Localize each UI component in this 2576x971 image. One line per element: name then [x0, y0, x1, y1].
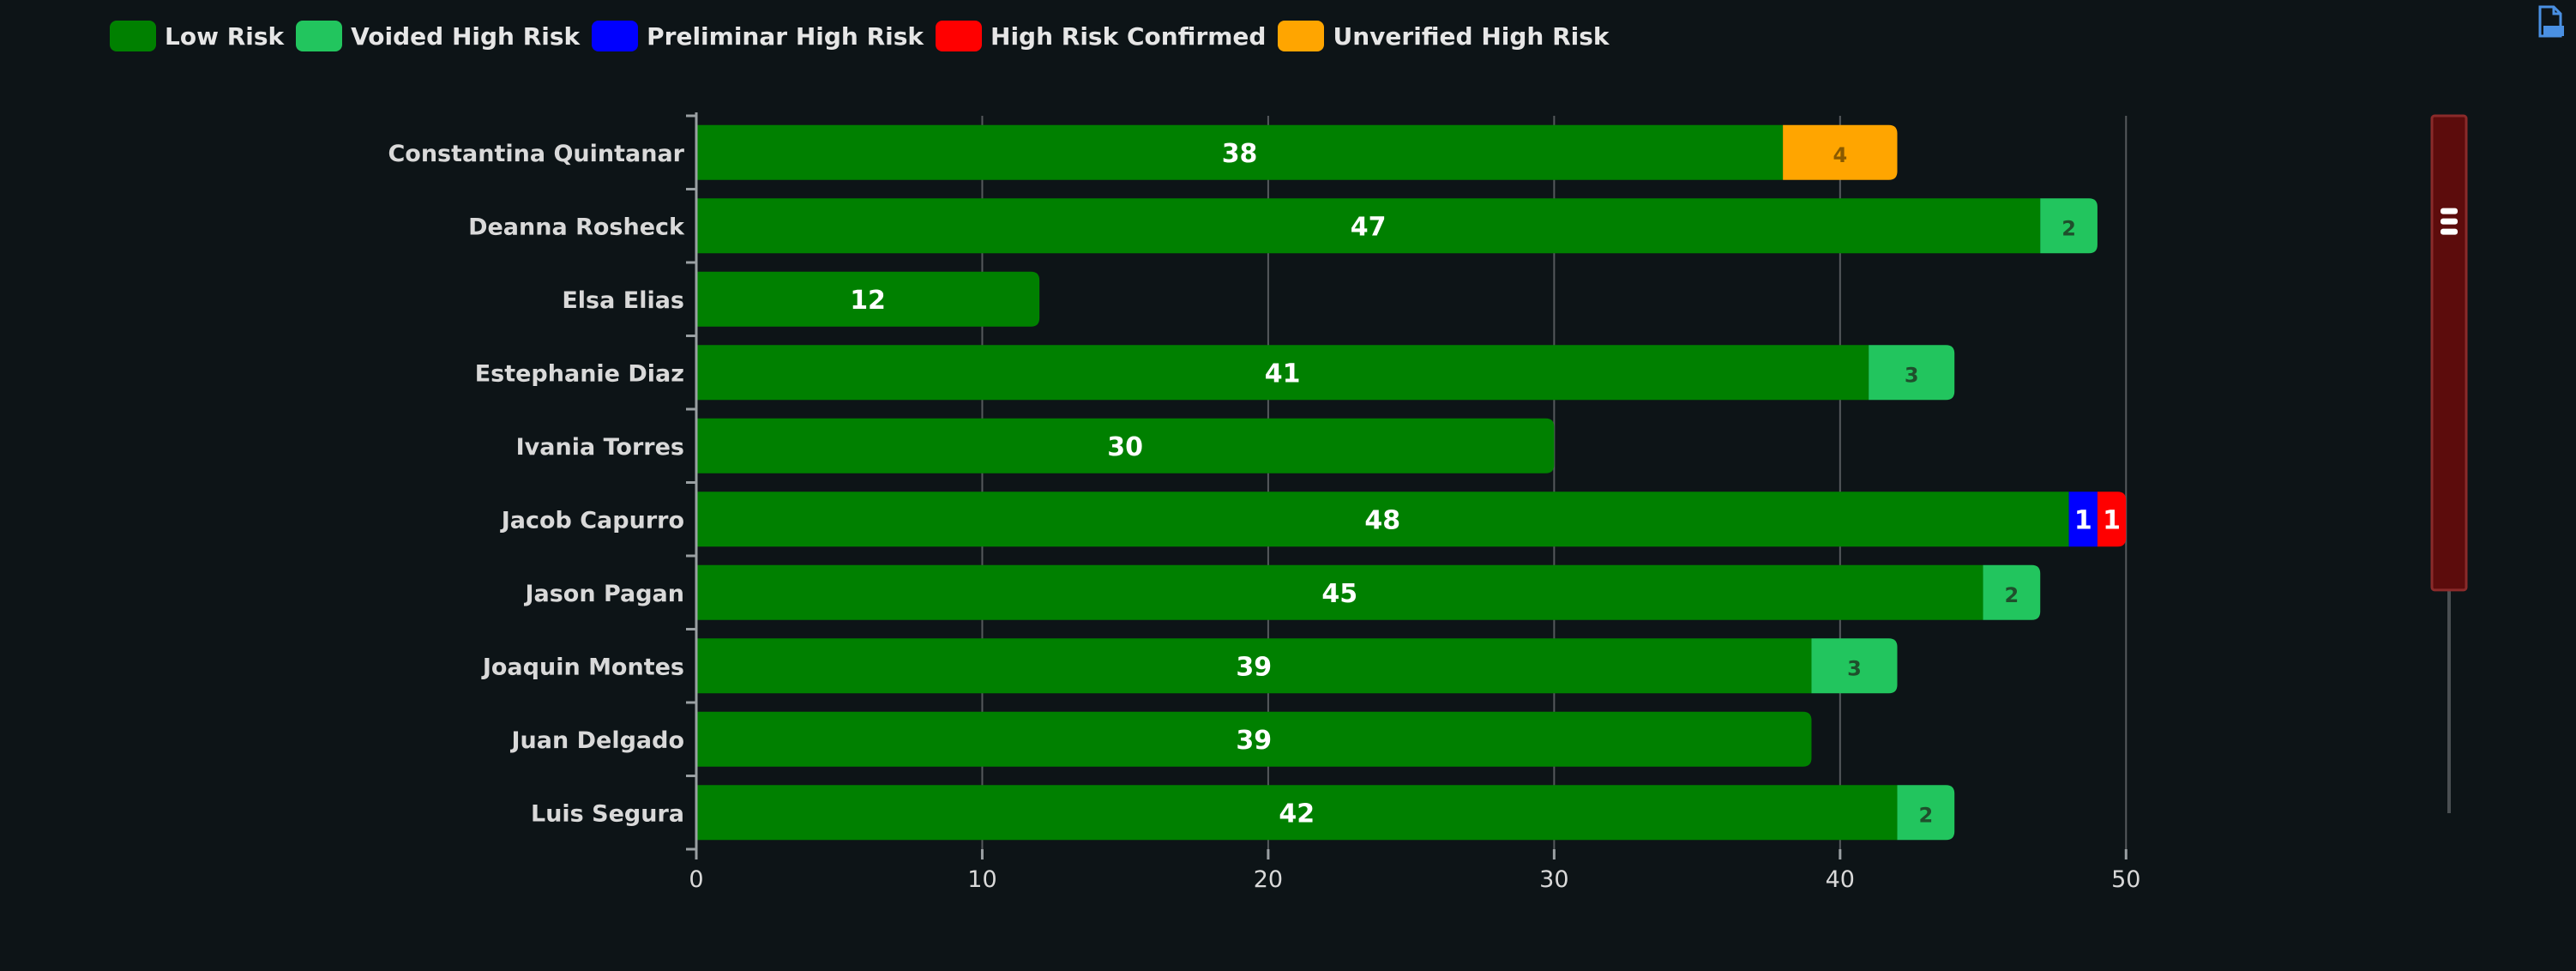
y-tick-label: Luis Segura — [531, 800, 684, 827]
data-label: 41 — [1265, 359, 1301, 389]
bar-segment-low-risk[interactable]: 39 — [696, 638, 1812, 694]
bar-segment-voided-high-risk[interactable]: 2 — [2040, 198, 2098, 254]
bar[interactable] — [696, 271, 1040, 327]
bar[interactable] — [1811, 638, 1898, 694]
y-tick-label: Jacob Capurro — [500, 507, 684, 534]
bar-segment-voided-high-risk[interactable]: 3 — [1811, 638, 1898, 694]
bar-segment-high-risk-confirmed[interactable]: 1 — [2097, 492, 2127, 547]
bar[interactable] — [2040, 198, 2098, 254]
x-tick-label: 30 — [1539, 866, 1568, 893]
legend-item-preliminar-high-risk[interactable]: Preliminar High Risk — [592, 21, 924, 51]
bar[interactable] — [696, 124, 1784, 180]
bar-segment-low-risk[interactable]: 48 — [696, 492, 2069, 547]
legend-label: Preliminar High Risk — [647, 21, 924, 51]
bar-segment-voided-high-risk[interactable]: 2 — [1983, 564, 2041, 620]
data-label: 30 — [1107, 432, 1143, 462]
x-tick-label: 0 — [689, 866, 703, 893]
legend-swatch — [296, 21, 343, 51]
bar-segment-low-risk[interactable]: 12 — [696, 271, 1040, 327]
x-tick-label: 10 — [967, 866, 996, 893]
bar-segment-low-risk[interactable]: 30 — [696, 418, 1555, 473]
y-tick-label: Constantina Quintanar — [388, 141, 684, 167]
bar-segment-preliminar-high-risk[interactable]: 1 — [2068, 492, 2098, 547]
bar[interactable] — [1897, 785, 1955, 841]
bar-segment-unverified-high-risk[interactable]: 4 — [1783, 124, 1898, 180]
legend-label: Voided High Risk — [351, 21, 581, 51]
bar-segment-low-risk[interactable]: 38 — [696, 124, 1784, 180]
data-label: 42 — [1279, 799, 1315, 829]
bar[interactable] — [1983, 564, 2041, 620]
y-tick-label: Joaquin Montes — [481, 654, 684, 680]
bar[interactable] — [696, 564, 1983, 620]
bar[interactable] — [696, 345, 1869, 401]
chart-legend: Low Risk Voided High Risk Preliminar High … — [110, 21, 1622, 51]
bar-segment-low-risk[interactable]: 39 — [696, 711, 1812, 767]
data-label: 48 — [1364, 505, 1400, 535]
x-tick-label: 50 — [2111, 866, 2140, 893]
data-label: 39 — [1236, 726, 1272, 756]
scrollbar-grip[interactable] — [2441, 218, 2458, 225]
bars: 38 4 47 2 12 41 3 30 48 1 1 45 2 39 3 39 42 2 — [696, 124, 2127, 841]
legend-swatch — [592, 21, 639, 51]
bar-segment-low-risk[interactable]: 41 — [696, 345, 1869, 401]
bar-segment-low-risk[interactable]: 47 — [696, 198, 2041, 254]
legend-swatch — [110, 21, 156, 51]
y-tick-label: Juan Delgado — [509, 727, 684, 754]
y-tick-label: Ivania Torres — [516, 434, 684, 461]
axes: Constantina Quintanar Deanna Rosheck Elsa … — [388, 112, 2140, 893]
legend-item-low-risk[interactable]: Low Risk — [110, 21, 284, 51]
data-label: 4 — [1833, 143, 1847, 167]
x-tick-label: 20 — [1254, 866, 1283, 893]
bar[interactable] — [696, 492, 2069, 547]
document-export-icon[interactable] — [2535, 5, 2566, 39]
legend-label: High Risk Confirmed — [990, 21, 1267, 51]
legend-swatch — [1278, 21, 1325, 51]
legend-label: Unverified High Risk — [1333, 21, 1610, 51]
data-label: 38 — [1222, 139, 1258, 169]
bar[interactable] — [1783, 124, 1898, 180]
legend-item-unverified-high-risk[interactable]: Unverified High Risk — [1278, 21, 1610, 51]
bar[interactable] — [696, 418, 1555, 473]
data-label: 1 — [2074, 505, 2092, 535]
data-label: 3 — [1847, 656, 1862, 680]
bar-segment-low-risk[interactable]: 42 — [696, 785, 1898, 841]
legend-item-high-risk-confirmed[interactable]: High Risk Confirmed — [936, 21, 1266, 51]
bar[interactable] — [1869, 345, 1955, 401]
legend-label: Low Risk — [165, 21, 285, 51]
data-label: 1 — [2103, 505, 2121, 535]
bar-segment-voided-high-risk[interactable]: 2 — [1897, 785, 1955, 841]
bar-segment-voided-high-risk[interactable]: 3 — [1869, 345, 1955, 401]
bar-segment-low-risk[interactable]: 45 — [696, 564, 1983, 620]
data-label: 39 — [1236, 652, 1272, 682]
bar[interactable] — [696, 711, 1812, 767]
y-tick-label: Estephanie Diaz — [475, 360, 684, 387]
data-label: 45 — [1321, 579, 1357, 609]
scrollbar-grip[interactable] — [2441, 228, 2458, 235]
y-tick-label: Elsa Elias — [562, 287, 684, 314]
data-label: 2 — [1919, 803, 1934, 827]
bar[interactable] — [696, 638, 1812, 694]
y-tick-label: Jason Pagan — [523, 581, 684, 607]
bar[interactable] — [2068, 492, 2098, 547]
x-tick-label: 40 — [1826, 866, 1855, 893]
legend-swatch — [936, 21, 983, 51]
data-label: 2 — [2005, 583, 2019, 607]
chart-scrollbar[interactable] — [2430, 114, 2468, 813]
bar[interactable] — [696, 785, 1898, 841]
scrollbar-grip[interactable] — [2441, 208, 2458, 214]
y-tick-label: Deanna Rosheck — [468, 214, 685, 240]
data-label: 3 — [1905, 363, 1919, 387]
legend-item-voided-high-risk[interactable]: Voided High Risk — [296, 21, 580, 51]
bar[interactable] — [2097, 492, 2127, 547]
data-label: 2 — [2061, 216, 2076, 240]
scrollbar-thumb[interactable] — [2430, 114, 2468, 592]
data-label: 47 — [1351, 212, 1387, 242]
data-label: 12 — [850, 286, 886, 316]
bar[interactable] — [696, 198, 2041, 254]
